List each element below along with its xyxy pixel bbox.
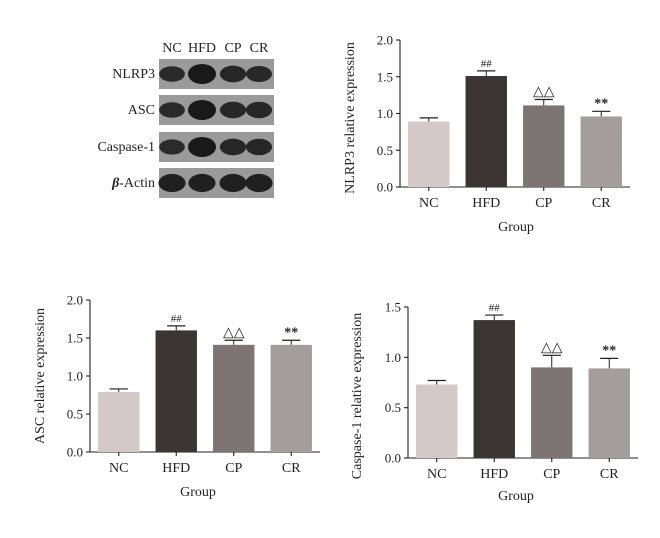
asc-plot-area: 0.0 0.5 1.0 1.5 2.0 NC HFD ## CP △△ CR ** — [67, 293, 320, 476]
caspase-1-bar-cr — [588, 368, 630, 458]
caspase-1-bar-hfd — [473, 320, 515, 458]
blot-band-asc-cr — [245, 101, 273, 119]
nlrp3-significance-label: ** — [594, 96, 608, 111]
nlrp3-y-tick-label: 0.0 — [377, 180, 393, 195]
blot-band-nlrp3-cr — [246, 66, 272, 82]
asc-y-tick-label: 1.0 — [67, 369, 83, 384]
asc-x-tick-label: CP — [225, 461, 242, 476]
nlrp3-y-tick-label: 2.0 — [377, 33, 393, 48]
blot-band-beta-actin-cp — [219, 173, 247, 193]
nlrp3-x-tick-label: HFD — [472, 196, 500, 211]
asc-x-tick-label: NC — [109, 461, 128, 476]
blot-band-beta-actin-nc — [158, 173, 186, 193]
nlrp3-chart: 0.0 0.5 1.0 1.5 2.0 NC HFD ## CP △△ CR ** NLRP3 rel… — [343, 33, 630, 235]
asc-y-tick-label: 0.5 — [67, 407, 83, 422]
nlrp3-bar-hfd — [465, 76, 507, 187]
nlrp3-x-tick-label: NC — [419, 196, 438, 211]
caspase-1-x-tick-label: HFD — [480, 467, 508, 482]
caspase-1-significance-label: △△ — [541, 340, 563, 355]
caspase-1-x-tick-label: NC — [427, 467, 446, 482]
caspase-1-y-tick-label: 0.0 — [385, 451, 401, 466]
caspase-1-x-axis-label: Group — [498, 489, 534, 504]
caspase-1-significance-label: ** — [602, 343, 616, 358]
asc-chart: 0.0 0.5 1.0 1.5 2.0 NC HFD ## CP △△ CR ** ASC relat… — [33, 293, 320, 500]
asc-bar-cr — [270, 344, 312, 452]
nlrp3-x-axis-label: Group — [498, 220, 534, 235]
caspase-1-bar-nc — [416, 384, 458, 458]
blot-band-caspase-1-cp — [219, 138, 247, 156]
blot-band-beta-actin-hfd — [188, 173, 216, 193]
asc-bar-hfd — [155, 330, 197, 452]
lane-label-cr: CR — [250, 41, 269, 56]
caspase-1-y-tick-label: 0.5 — [385, 400, 401, 415]
nlrp3-significance-label: △△ — [533, 85, 555, 100]
caspase-1-y-axis-label: Caspase-1 relative expression — [350, 313, 365, 479]
asc-significance-label: ## — [171, 313, 183, 325]
nlrp3-bar-nc — [408, 121, 450, 187]
nlrp3-x-tick-label: CR — [592, 196, 611, 211]
asc-bar-cp — [213, 344, 255, 452]
blot-band-asc-nc — [159, 102, 185, 118]
nlrp3-y-tick-label: 0.5 — [377, 143, 393, 158]
nlrp3-significance-label: ## — [481, 58, 493, 70]
blot-band-caspase-1-cr — [245, 138, 273, 156]
nlrp3-y-tick-label: 1.0 — [377, 106, 393, 121]
lane-label-hfd: HFD — [188, 41, 216, 56]
blot-band-nlrp3-nc — [159, 66, 185, 82]
blot-band-beta-actin-cr — [245, 173, 273, 193]
asc-bar-nc — [98, 391, 140, 452]
asc-y-tick-label: 1.5 — [67, 331, 83, 346]
caspase-1-bar-cp — [531, 367, 573, 458]
caspase-1-y-tick-label: 1.5 — [385, 300, 401, 315]
lane-label-cp: CP — [224, 41, 241, 56]
blot-row-label-caspase-1: Caspase-1 — [97, 140, 155, 155]
asc-y-tick-label: 0.0 — [67, 445, 83, 460]
nlrp3-bar-cr — [580, 116, 622, 187]
nlrp3-x-tick-label: CP — [535, 196, 552, 211]
asc-x-tick-label: HFD — [162, 461, 190, 476]
blot-band-asc-hfd — [188, 100, 216, 120]
caspase-1-plot-area: 0.0 0.5 1.0 1.5 NC HFD ## CP △△ CR ** — [385, 300, 638, 482]
blot-band-caspase-1-nc — [159, 139, 185, 155]
blot-band-nlrp3-hfd — [188, 64, 216, 84]
blot-band-nlrp3-cp — [219, 65, 247, 83]
western-blot-panel: NC HFD CP CR NLRP3 ASC Caspase-1 β-Actin — [97, 41, 274, 198]
blot-band-asc-cp — [219, 101, 247, 119]
blot-row-label-nlrp3: NLRP3 — [112, 67, 155, 82]
caspase-1-x-tick-label: CP — [543, 467, 560, 482]
asc-significance-label: ** — [284, 325, 298, 340]
caspase-1-y-tick-label: 1.0 — [385, 350, 401, 365]
asc-y-tick-label: 2.0 — [67, 293, 83, 308]
caspase-1-chart: 0.0 0.5 1.0 1.5 NC HFD ## CP △△ CR ** Caspase-1 re… — [350, 300, 638, 504]
nlrp3-bar-cp — [523, 105, 565, 187]
nlrp3-y-axis-label: NLRP3 relative expression — [343, 42, 358, 194]
asc-significance-label: △△ — [223, 325, 245, 340]
blot-row-label-beta-actin: β-Actin — [111, 176, 155, 191]
asc-x-axis-label: Group — [180, 485, 216, 500]
caspase-1-x-tick-label: CR — [600, 467, 619, 482]
blot-band-caspase-1-hfd — [188, 137, 216, 157]
blot-row-label-asc: ASC — [128, 103, 155, 118]
lane-label-nc: NC — [162, 41, 181, 56]
asc-y-axis-label: ASC relative expression — [33, 308, 48, 444]
nlrp3-y-tick-label: 1.5 — [377, 69, 393, 84]
nlrp3-plot-area: 0.0 0.5 1.0 1.5 2.0 NC HFD ## CP △△ CR ** — [377, 33, 630, 211]
caspase-1-significance-label: ## — [489, 302, 501, 314]
asc-x-tick-label: CR — [282, 461, 301, 476]
